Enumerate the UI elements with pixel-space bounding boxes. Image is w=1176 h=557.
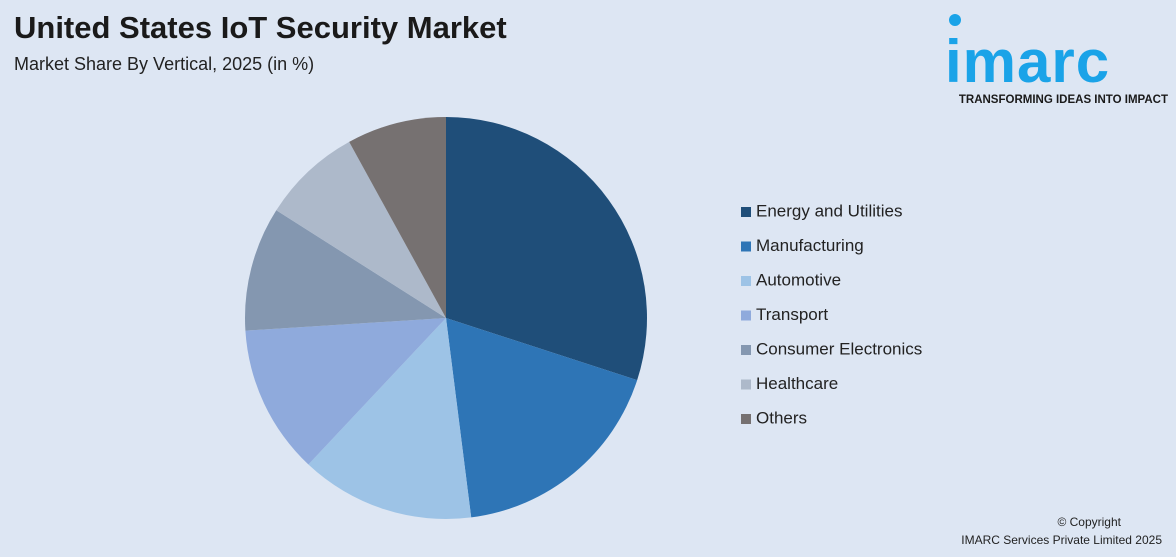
legend-label: Others (756, 408, 807, 427)
chart-title: United States IoT Security Market (14, 10, 507, 45)
legend-swatch (741, 241, 751, 252)
legend-swatch (741, 310, 751, 321)
pie-slice (276, 141, 446, 318)
logo-tagline: TRANSFORMING IDEAS INTO IMPACT (959, 94, 1168, 106)
logo-dot (949, 14, 961, 26)
legend-label: Automotive (756, 270, 841, 289)
legend-swatch (741, 345, 751, 355)
legend-label: Energy and Utilities (756, 201, 902, 220)
legend-label: Manufacturing (756, 236, 864, 255)
logo-name: imarc (945, 28, 1110, 95)
legend-swatch (741, 276, 751, 286)
legend-swatch (741, 207, 751, 217)
legend-label: Transport (756, 305, 828, 324)
legend-swatch (741, 379, 751, 390)
pie-slice (245, 318, 446, 465)
pie-slice (446, 117, 647, 381)
pie-slice (349, 117, 446, 318)
pie-slice (245, 210, 446, 331)
chart-subtitle: Market Share By Vertical, 2025 (in %) (14, 54, 314, 74)
legend-swatch (741, 414, 751, 424)
pie-slice (446, 318, 638, 518)
copyright: © Copyright (1057, 515, 1121, 529)
company: IMARC Services Private Limited 2025 (961, 533, 1162, 547)
legend-label: Consumer Electronics (756, 339, 922, 358)
legend-label: Healthcare (756, 374, 838, 393)
pie-slice (308, 318, 472, 519)
